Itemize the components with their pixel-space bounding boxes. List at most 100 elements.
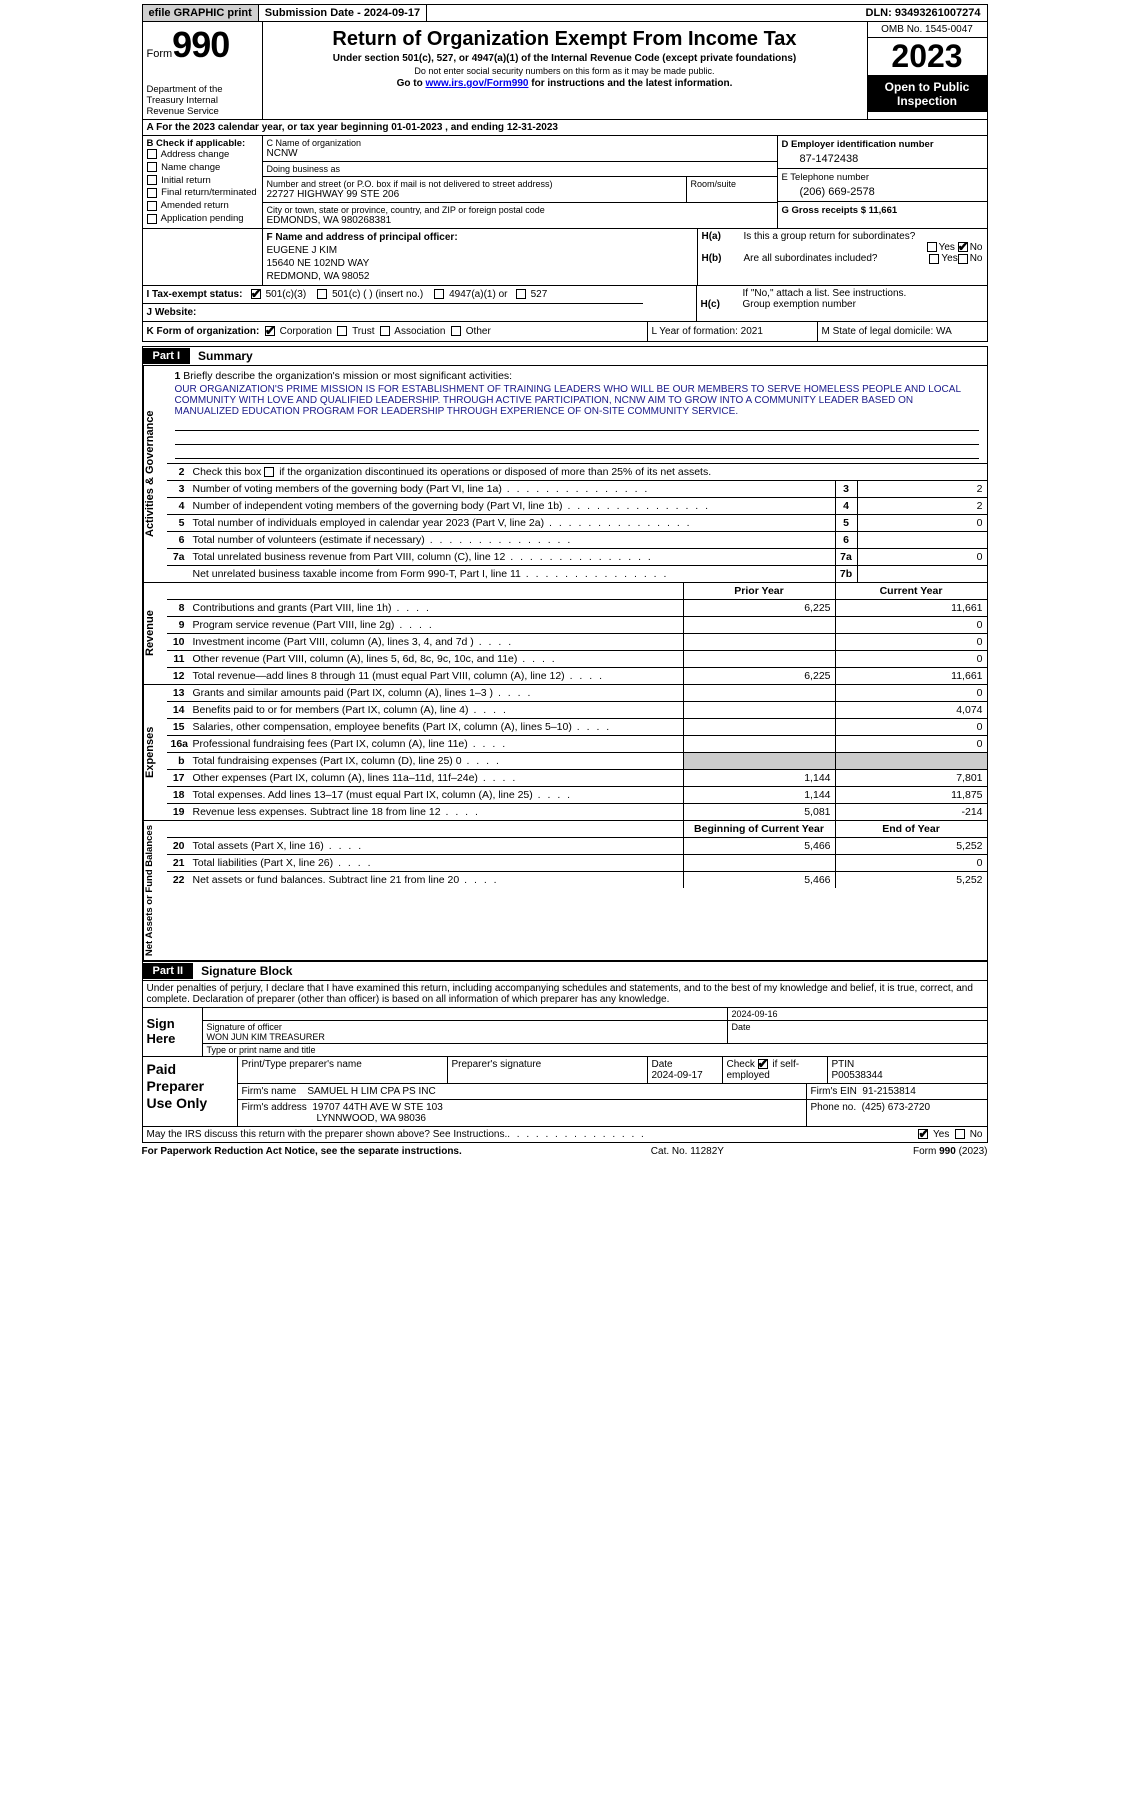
form-header: Form990 Department of the Treasury Inter… [142, 22, 988, 120]
ha-no-chk[interactable] [958, 242, 968, 252]
discuss-no-chk[interactable] [955, 1129, 965, 1139]
hc-label: H(c) [701, 299, 743, 310]
table-row: 6Total number of volunteers (estimate if… [167, 532, 987, 549]
table-row: 11Other revenue (Part VIII, column (A), … [167, 651, 987, 668]
firm-name-val: SAMUEL H LIM CPA PS INC [307, 1086, 435, 1097]
addr-value: 22727 HIGHWAY 99 STE 206 [267, 189, 682, 200]
chk-4947[interactable] [434, 289, 444, 299]
table-row: 17Other expenses (Part IX, column (A), l… [167, 770, 987, 787]
col-b-checkboxes: B Check if applicable: Address change Na… [143, 136, 263, 228]
firm-phone-label: Phone no. [811, 1102, 857, 1113]
part1-tag: Part I [143, 348, 191, 364]
sign-date-top: 2024-09-16 [727, 1008, 987, 1020]
prep-date-label: Date [652, 1059, 718, 1070]
table-row: 18Total expenses. Add lines 13–17 (must … [167, 787, 987, 804]
table-row: 21Total liabilities (Part X, line 26)0 [167, 855, 987, 872]
discuss-yes-chk[interactable] [918, 1129, 928, 1139]
line2-text: Check this box if the organization disco… [189, 464, 987, 480]
chk-address-change[interactable] [147, 149, 157, 159]
mission-text: OUR ORGANIZATION'S PRIME MISSION IS FOR … [175, 384, 979, 417]
firm-addr-2: LYNNWOOD, WA 98036 [242, 1113, 802, 1124]
ha-text: Is this a group return for subordinates? [744, 231, 983, 242]
table-row: 16aProfessional fundraising fees (Part I… [167, 736, 987, 753]
vlabel-rev: Revenue [143, 583, 167, 684]
form-subtitle: Under section 501(c), 527, or 4947(a)(1)… [267, 53, 863, 64]
part2-declaration: Under penalties of perjury, I declare th… [142, 980, 988, 1008]
hb-note: If "No," attach a list. See instructions… [701, 288, 983, 299]
table-row: 12Total revenue—add lines 8 through 11 (… [167, 668, 987, 684]
chk-corp[interactable] [265, 326, 275, 336]
header-mid: Return of Organization Exempt From Incom… [263, 22, 867, 119]
table-row: 20Total assets (Part X, line 16)5,4665,2… [167, 838, 987, 855]
form-ref: Form 990 (2023) [913, 1146, 987, 1157]
table-row: 15Salaries, other compensation, employee… [167, 719, 987, 736]
type-print-label: Type or print name and title [203, 1044, 987, 1056]
table-row: bTotal fundraising expenses (Part IX, co… [167, 753, 987, 770]
omb-number: OMB No. 1545-0047 [868, 22, 987, 38]
chk-501c[interactable] [317, 289, 327, 299]
summary-expenses: Expenses 13Grants and similar amounts pa… [142, 685, 988, 821]
section-a-tax-year: A For the 2023 calendar year, or tax yea… [142, 120, 988, 136]
prep-sig-label: Preparer's signature [448, 1057, 648, 1083]
tel-label: E Telephone number [782, 172, 983, 183]
room-suite-label: Room/suite [687, 177, 777, 202]
dln: DLN: 93493261007274 [860, 5, 987, 21]
form-number: 990 [172, 24, 229, 65]
tax-year: 2023 [868, 38, 987, 76]
principal-officer: F Name and address of principal officer:… [263, 229, 697, 285]
section-f-h: F Name and address of principal officer:… [142, 229, 988, 286]
part1-title: Summary [190, 347, 261, 365]
col-f-spacer [143, 229, 263, 285]
ptin-val: P00538344 [832, 1070, 983, 1081]
table-row: 10Investment income (Part VIII, column (… [167, 634, 987, 651]
summary-revenue: Revenue Prior Year Current Year 8Contrib… [142, 583, 988, 685]
header-right: OMB No. 1545-0047 2023 Open to Public In… [867, 22, 987, 119]
org-name: NCNW [267, 148, 773, 159]
chk-self-employed[interactable] [758, 1059, 768, 1069]
chk-assoc[interactable] [380, 326, 390, 336]
current-year-header: Current Year [835, 583, 987, 599]
paperwork-notice: For Paperwork Reduction Act Notice, see … [142, 1146, 462, 1157]
efile-print-button[interactable]: efile GRAPHIC print [143, 5, 259, 21]
irs-link[interactable]: www.irs.gov/Form990 [425, 78, 528, 89]
website: J Website: [143, 304, 643, 321]
chk-amended-return[interactable] [147, 201, 157, 211]
header-left: Form990 Department of the Treasury Inter… [143, 22, 263, 119]
col-h-cont: If "No," attach a list. See instructions… [697, 286, 987, 321]
sign-block: Sign Here 2024-09-16 Signature of office… [142, 1008, 988, 1057]
chk-application-pending[interactable] [147, 214, 157, 224]
col-c: C Name of organization NCNW Doing busine… [263, 136, 987, 228]
chk-other[interactable] [451, 326, 461, 336]
section-bcd: B Check if applicable: Address change Na… [142, 136, 988, 229]
city-value: EDMONDS, WA 980268381 [267, 215, 773, 226]
part2-header: Part II Signature Block [142, 961, 988, 980]
hb-yes-chk[interactable] [929, 254, 939, 264]
ptin-label: PTIN [832, 1059, 983, 1070]
tel-value: (206) 669-2578 [782, 186, 983, 198]
chk-final-return[interactable] [147, 188, 157, 198]
hc-text: Group exemption number [743, 299, 856, 310]
hb-no-chk[interactable] [958, 254, 968, 264]
ha-yes-chk[interactable] [927, 242, 937, 252]
firm-addr-label: Firm's address [242, 1102, 307, 1113]
table-row: 14Benefits paid to or for members (Part … [167, 702, 987, 719]
prior-year-header: Prior Year [683, 583, 835, 599]
vlabel-net: Net Assets or Fund Balances [143, 821, 167, 960]
ein-value: 87-1472438 [782, 153, 983, 165]
ha-label: H(a) [702, 231, 744, 242]
submission-date: Submission Date - 2024-09-17 [259, 5, 427, 21]
chk-trust[interactable] [337, 326, 347, 336]
open-to-public: Open to Public Inspection [868, 76, 987, 112]
city-label: City or town, state or province, country… [267, 205, 773, 215]
chk-discontinued[interactable] [264, 467, 274, 477]
top-bar: efile GRAPHIC print Submission Date - 20… [142, 4, 988, 22]
chk-501c3[interactable] [251, 289, 261, 299]
chk-initial-return[interactable] [147, 175, 157, 185]
form-of-org: K Form of organization: Corporation Trus… [143, 322, 647, 341]
vlabel-ag: Activities & Governance [143, 366, 167, 582]
chk-name-change[interactable] [147, 162, 157, 172]
ein-label: D Employer identification number [782, 139, 983, 150]
tax-exempt-status: I Tax-exempt status: 501(c)(3) 501(c) ( … [143, 286, 643, 304]
summary-net: Net Assets or Fund Balances Beginning of… [142, 821, 988, 961]
chk-527[interactable] [516, 289, 526, 299]
